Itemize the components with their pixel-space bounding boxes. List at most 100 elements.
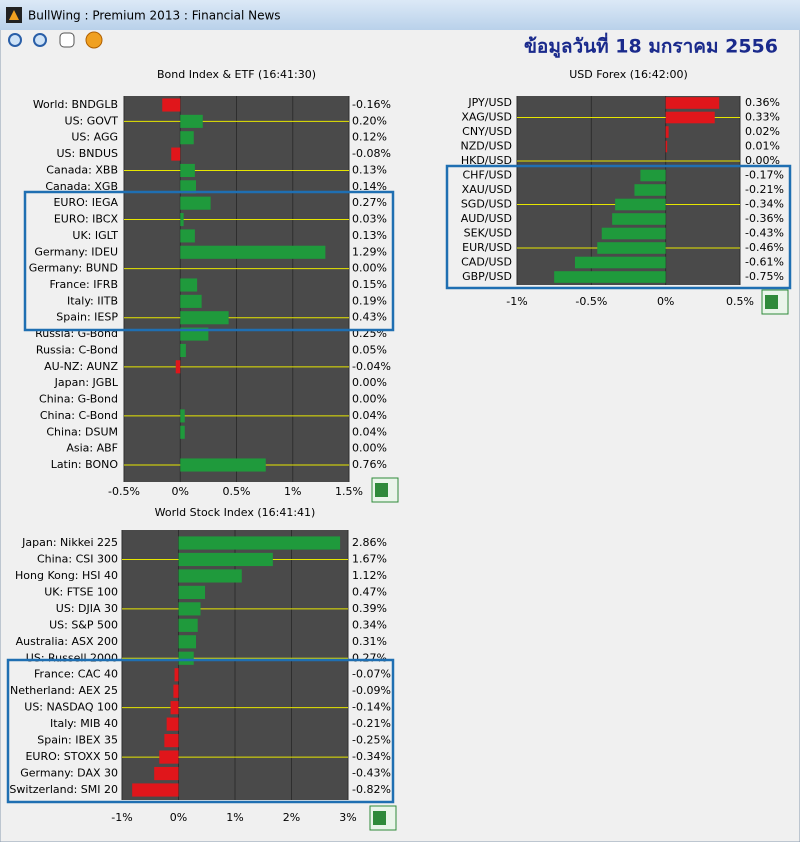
category-label: Asia: ABF [66, 442, 118, 455]
toolbar [8, 31, 103, 49]
value-label: -0.46% [745, 241, 784, 254]
category-label: China: DSUM [46, 425, 118, 438]
category-label: EUR/USD [462, 241, 512, 254]
history-tool[interactable] [85, 31, 103, 49]
bar [132, 783, 179, 797]
chart-title: Bond Index & ETF (16:41:30) [157, 68, 316, 81]
category-label: China: G-Bond [39, 393, 118, 406]
category-label: Italy: MIB 40 [50, 717, 118, 730]
value-label: 0.27% [352, 196, 387, 209]
value-label: 1.12% [352, 569, 387, 582]
category-label: SGD/USD [461, 198, 512, 211]
value-label: -0.61% [745, 256, 784, 269]
value-label: 0.39% [352, 602, 387, 615]
category-label: EURO: STOXX 50 [25, 750, 118, 763]
value-label: -0.34% [745, 198, 784, 211]
value-label: 0.13% [352, 229, 387, 242]
category-label: CAD/USD [461, 256, 512, 269]
bar [164, 734, 179, 748]
bar [178, 536, 341, 550]
bar [180, 131, 194, 145]
bar [574, 256, 666, 269]
category-label: US: NASDAQ 100 [24, 701, 118, 714]
category-label: Australia: ASX 200 [16, 635, 118, 648]
value-label: 0.02% [745, 125, 780, 138]
category-label: US: GOVT [65, 114, 119, 127]
date-header: ข้อมูลวันที่ 18 มกราคม 2556 [524, 33, 778, 59]
bar [634, 184, 666, 196]
bar [640, 169, 666, 182]
value-label: -0.75% [745, 270, 784, 283]
value-label: -0.25% [352, 734, 391, 747]
value-label: -0.07% [352, 668, 391, 681]
category-label: Germany: DAX 30 [20, 767, 118, 780]
bar [178, 651, 194, 665]
category-label: US: DJIA 30 [56, 602, 118, 615]
value-label: 0.04% [352, 409, 387, 422]
bar [180, 213, 184, 227]
category-label: Japan: Nikkei 225 [21, 536, 118, 549]
bar [180, 311, 229, 325]
bar [178, 585, 206, 599]
bar [178, 635, 197, 649]
category-label: Netherland: AEX 25 [10, 684, 118, 697]
category-label: Hong Kong: HSI 40 [15, 569, 118, 582]
value-label: 1.29% [352, 245, 387, 258]
category-label: World: BNDGLB [33, 98, 118, 111]
category-label: US: Russell 2000 [26, 651, 118, 664]
category-label: Latin: BONO [51, 458, 119, 471]
bar [180, 458, 266, 472]
bar [180, 409, 185, 423]
category-label: China: C-Bond [40, 409, 118, 422]
charts: Bond Index & ETF (16:41:30) -0.5% 0% 0.5% 1%… [9, 68, 789, 831]
category-label: NZD/USD [461, 140, 512, 153]
bar [665, 140, 668, 153]
plot-area [517, 96, 740, 285]
zoom-in[interactable] [8, 33, 22, 47]
zoom-out[interactable] [33, 33, 47, 47]
value-label: 0.03% [352, 213, 387, 226]
value-label: 0.05% [352, 343, 387, 356]
bar [178, 569, 242, 583]
highlight-box [445, 164, 792, 290]
category-label: Germany: IDEU [34, 245, 118, 258]
category-label: SEK/USD [464, 227, 512, 240]
value-label: 0.00% [352, 376, 387, 389]
x-tick-label: -0.5% [108, 485, 140, 498]
title-bar [0, 0, 800, 30]
value-label: -0.16% [352, 98, 391, 111]
excel-icon-mark [765, 295, 778, 309]
value-label: -0.14% [352, 701, 391, 714]
excel-icon-mark [375, 483, 388, 497]
bar [180, 180, 196, 194]
chart-title: USD Forex (16:42:00) [569, 68, 688, 81]
bar [601, 227, 666, 240]
category-label: GBP/USD [462, 270, 512, 283]
value-label: 0.34% [352, 618, 387, 631]
value-label: 0.47% [352, 585, 387, 598]
bar [162, 98, 181, 112]
value-label: -0.21% [352, 717, 391, 730]
bar [154, 766, 179, 781]
value-label: 0.04% [352, 425, 387, 438]
value-label: 0.31% [352, 635, 387, 648]
bar [665, 97, 720, 109]
pan-tool[interactable] [59, 32, 75, 48]
window-title: BullWing : Premium 2013 : Financial News [28, 9, 281, 23]
highlight-box [6, 658, 395, 804]
value-label: -0.43% [352, 767, 391, 780]
category-label: France: IFRB [49, 278, 118, 291]
bar [173, 684, 179, 698]
category-label: US: AGG [71, 131, 118, 144]
bar [175, 360, 181, 374]
value-label: 0.13% [352, 163, 387, 176]
value-label: -0.21% [745, 183, 784, 196]
category-label: Canada: XGB [45, 180, 118, 193]
bar [180, 278, 198, 292]
bar [180, 294, 202, 308]
x-tick-label: 1% [284, 485, 301, 498]
value-label: 0.14% [352, 180, 387, 193]
value-label: 0.36% [745, 96, 780, 109]
bar [665, 111, 715, 124]
